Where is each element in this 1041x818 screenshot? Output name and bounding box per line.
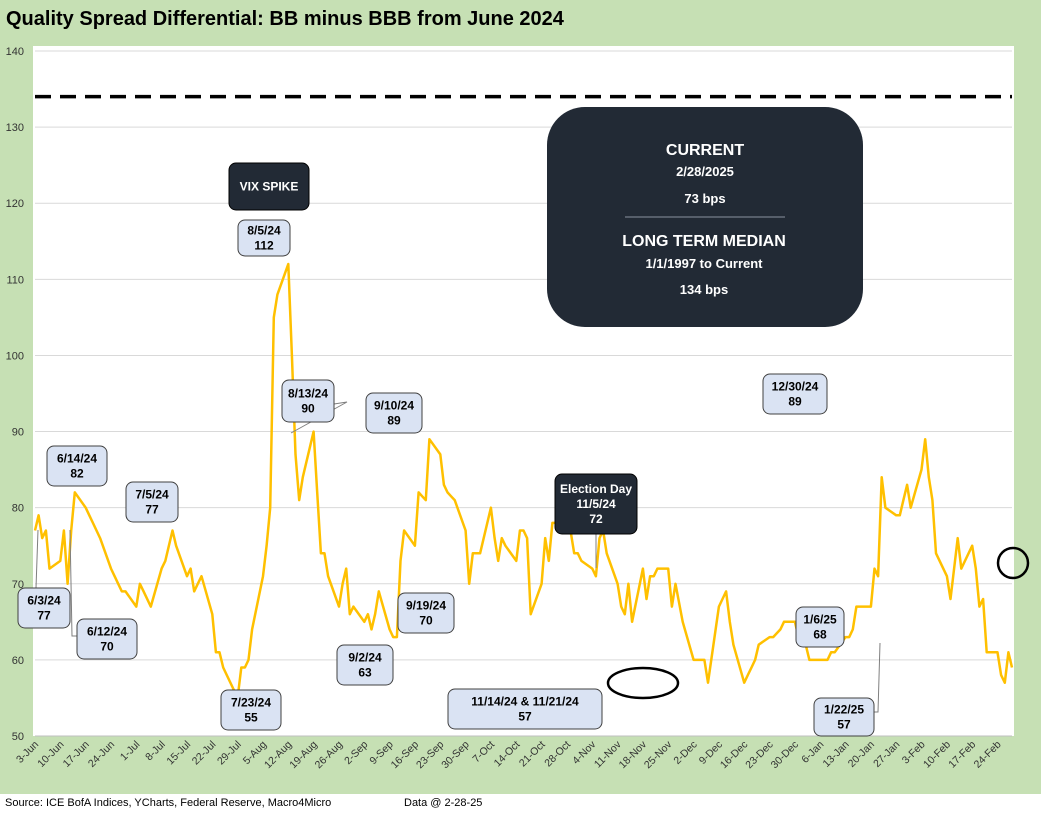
callout-leader [873,642,881,713]
callouts: VIX SPIKE8/5/241126/14/24827/5/24776/3/2… [17,162,875,737]
callout-line: 1/6/25 [803,613,837,627]
current-highlight-circle [996,546,1030,580]
callout-line: 11/5/24 [576,497,616,511]
callout-line: 8/13/24 [288,387,328,401]
y-tick-label: 140 [6,46,24,58]
callout-line: 82 [70,467,84,481]
callout-line: 72 [589,512,603,526]
median-range: 1/1/1997 to Current [645,256,763,271]
callout-box [125,481,179,523]
series-line [33,262,1014,700]
y-axis: 50 60 70 80 90 100 110 120 130 140 [6,46,1012,743]
callout-box [554,473,638,535]
callout-line: 9/19/24 [406,599,446,613]
median-label: LONG TERM MEDIAN [622,233,786,250]
callout-line: 12/30/24 [772,380,819,394]
y-tick-label: 80 [12,503,24,515]
callout-line: 68 [813,628,827,642]
y-tick-label: 60 [12,655,24,667]
callout-leader [69,529,78,637]
callout-line: 89 [788,395,802,409]
callout-line: 1/22/25 [824,703,864,717]
callout-box [46,445,108,487]
callout-leader [35,529,39,589]
y-tick-label: 130 [6,122,24,134]
callout-box [365,392,423,434]
callout-line: 63 [358,666,372,680]
callout-box [813,697,875,737]
callout-box [237,219,291,257]
current-value: 73 bps [684,191,725,206]
callout-line: 6/12/24 [87,625,127,639]
callout-line: 6/14/24 [57,452,97,466]
callout-box [795,606,845,648]
callout-box [762,373,828,415]
callout-line: Election Day [560,482,632,496]
callout-line: 70 [419,614,433,628]
callout-line: 77 [145,503,159,517]
y-tick-label: 90 [12,427,24,439]
callout-line: 55 [244,711,258,725]
callout-line: 8/5/24 [247,224,281,238]
footer-data-date: Data @ 2-28-25 [404,797,482,809]
callout-box [17,587,71,629]
median-value: 134 bps [680,282,728,297]
current-date: 2/28/2025 [676,164,734,179]
current-panel: CURRENT 2/28/2025 73 bps LONG TERM MEDIA… [547,107,863,327]
callout-line: 7/23/24 [231,696,271,710]
y-tick-label: 110 [6,274,24,286]
callout-vix: VIX SPIKE [228,162,310,211]
trough-highlight-circle [606,666,680,700]
callout-line: 89 [387,414,401,428]
callout-line: 7/5/24 [135,488,169,502]
callout-line: 77 [37,609,51,623]
callout-leaders [35,401,881,713]
callout-box [228,162,310,211]
callout-box [447,688,603,730]
callout-line: 112 [254,239,274,253]
y-tick-label: 70 [12,579,24,591]
callout-line: VIX SPIKE [240,180,299,194]
callout-box [336,644,394,686]
callout-line: 9/10/24 [374,399,414,413]
callout-box [281,379,335,423]
callout-line: 11/14/24 & 11/21/24 [471,695,579,709]
callout-line: 6/3/24 [27,594,61,608]
footer-source: Source: ICE BofA Indices, YCharts, Feder… [5,797,331,809]
callout-box [220,689,282,731]
chart-title: Quality Spread Differential: BB minus BB… [6,8,565,30]
callout-line: 57 [837,718,851,732]
y-tick-label: 120 [6,198,24,210]
callout-box [76,618,138,660]
callout-line: 90 [301,402,315,416]
y-tick-label: 50 [12,731,24,743]
callout-line: 57 [518,710,532,724]
callout-leader [290,401,348,434]
callout-line: 70 [100,640,114,654]
callout-box [397,592,455,634]
plot-area [33,46,1014,736]
callout-line: 9/2/24 [348,651,382,665]
current-label: CURRENT [666,142,744,159]
y-tick-label: 100 [6,350,24,362]
